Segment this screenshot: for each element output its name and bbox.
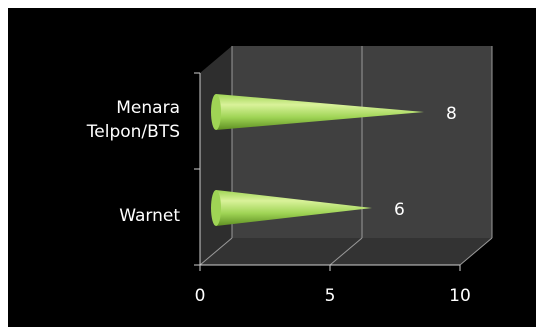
- floor-gridline: [199, 237, 233, 266]
- cone-bar: [216, 190, 372, 226]
- category-label: Telpon/BTS: [86, 122, 180, 142]
- floor-gridline: [459, 237, 493, 266]
- cone-bar: [216, 94, 424, 130]
- data-label: 6: [394, 200, 405, 220]
- floor-gridline: [329, 237, 363, 266]
- x-tick-label: 5: [325, 286, 336, 306]
- data-label: 8: [446, 104, 457, 124]
- x-tick-label: 10: [449, 286, 471, 306]
- side-wall: [200, 46, 232, 265]
- cone-base: [211, 190, 221, 226]
- category-label: Menara: [116, 98, 180, 118]
- cone-bar-chart: 0 5 10 8 Menara Telpon/BTS 6 Warnet: [86, 46, 493, 306]
- cone-base: [211, 94, 221, 130]
- chart-panel: 0 5 10 8 Menara Telpon/BTS 6 Warnet: [8, 8, 536, 327]
- x-tick-label: 0: [195, 286, 206, 306]
- category-label: Warnet: [119, 206, 180, 226]
